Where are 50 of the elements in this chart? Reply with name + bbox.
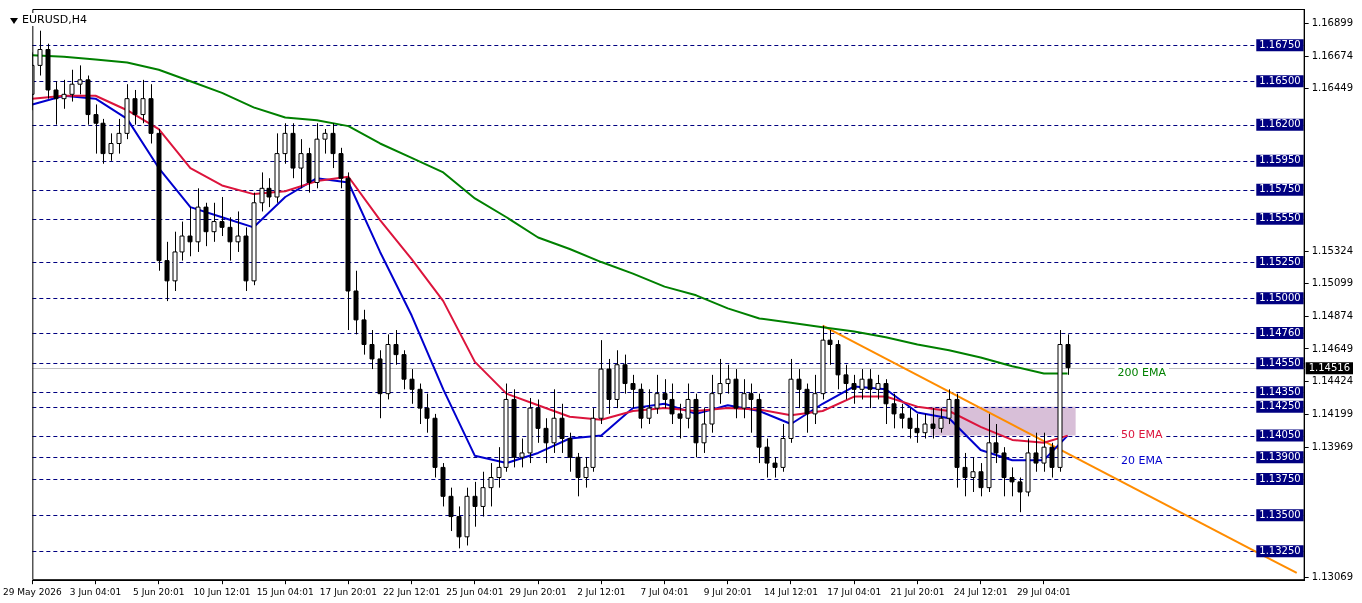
y-tick-label: 1.14649 xyxy=(1311,342,1354,354)
ref-line-label: 1.15000 xyxy=(1259,291,1301,303)
x-tick-label: 10 Jun 12:01 xyxy=(193,586,251,597)
ref-line-label: 1.14550 xyxy=(1259,356,1301,368)
x-tick-label: 9 Jul 20:01 xyxy=(703,586,752,597)
text: 50 EMA xyxy=(1121,428,1163,442)
x-tick-label: 2 Jul 12:01 xyxy=(577,586,626,597)
y-tick-label: 1.13069 xyxy=(1311,571,1354,583)
ref-line-label: 1.14760 xyxy=(1259,326,1301,338)
x-tick-label: 24 Jul 12:01 xyxy=(953,586,1008,597)
ref-line-label: 1.13250 xyxy=(1259,544,1301,556)
x-tick-label: 15 Jun 04:01 xyxy=(256,586,314,597)
y-tick-label: 1.14874 xyxy=(1311,310,1354,322)
x-tick-label: 22 Jun 12:01 xyxy=(383,586,441,597)
text: 200 EMA xyxy=(1117,366,1167,380)
ref-line-label: 1.13750 xyxy=(1259,472,1301,484)
y-tick-label: 1.15099 xyxy=(1311,277,1354,289)
y-tick-label: 1.16449 xyxy=(1311,82,1354,94)
x-tick-label: 29 Jun 20:01 xyxy=(509,586,567,597)
ref-line-label: 1.15950 xyxy=(1259,154,1301,166)
x-tick-label: 29 May 2026 xyxy=(3,586,62,597)
ref-line-label: 1.15550 xyxy=(1259,212,1301,224)
ref-line-label: 1.15250 xyxy=(1259,255,1301,267)
x-tick-label: 3 Jun 04:01 xyxy=(69,586,122,597)
y-tick-label: 1.16674 xyxy=(1311,49,1354,61)
y-tick-label: 1.13969 xyxy=(1311,440,1354,452)
ref-line-label: 1.14050 xyxy=(1259,429,1301,441)
x-tick-label: 7 Jul 04:01 xyxy=(640,586,689,597)
ref-line-label: 1.14350 xyxy=(1259,385,1301,397)
y-tick-label: 1.16899 xyxy=(1311,17,1354,29)
ref-line-label: 1.16200 xyxy=(1259,118,1301,130)
ref-line-label: 1.13500 xyxy=(1259,508,1301,520)
x-tick-label: 5 Jun 20:01 xyxy=(133,586,185,597)
ref-line-label: 1.14250 xyxy=(1259,400,1301,412)
y-tick-label: 1.14424 xyxy=(1311,375,1354,387)
chart-title: EURUSD,H4 xyxy=(20,13,89,26)
x-tick-label: 21 Jul 20:01 xyxy=(890,586,945,597)
x-tick-label: 17 Jun 20:01 xyxy=(319,586,378,597)
text: 20 EMA xyxy=(1121,454,1163,468)
ref-line-label: 1.16750 xyxy=(1259,38,1301,50)
x-tick-label: 25 Jun 04:01 xyxy=(446,586,504,597)
x-tick-label: 29 Jul 04:01 xyxy=(1016,586,1071,597)
ref-line-label: 1.14516 xyxy=(1308,361,1351,373)
x-tick-label: 17 Jul 04:01 xyxy=(827,586,882,597)
y-tick-label: 1.15324 xyxy=(1311,244,1354,256)
ref-line-label: 1.16500 xyxy=(1259,74,1301,86)
ref-line-label: 1.13900 xyxy=(1259,450,1301,462)
ref-line-label: 1.15750 xyxy=(1259,183,1301,195)
y-tick-label: 1.14199 xyxy=(1311,407,1354,419)
x-tick-label: 14 Jul 12:01 xyxy=(763,586,818,597)
